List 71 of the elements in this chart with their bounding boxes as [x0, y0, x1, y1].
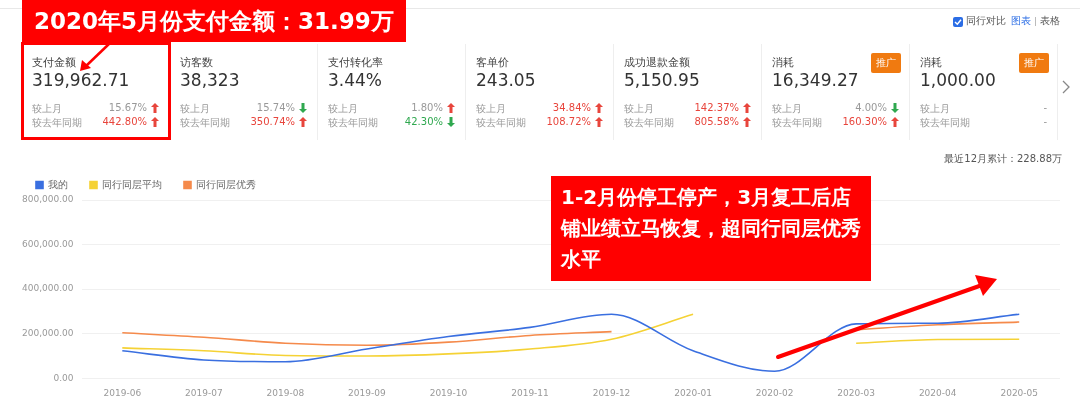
text: 较去年同期 — [32, 116, 82, 130]
text: 较去年同期 — [328, 116, 378, 130]
y-tick-label: 800,000.00 — [22, 194, 74, 205]
text: 较去年同期 — [624, 116, 674, 130]
text: 成功退款金额 — [624, 55, 690, 70]
x-tick-label: 2019-12 — [592, 387, 631, 398]
x-tick-label: 2020-01 — [674, 387, 712, 398]
text: 推广 — [1019, 53, 1049, 73]
text: 较去年同期 — [180, 116, 230, 130]
text: 108.72% — [546, 116, 592, 129]
x-tick-label: 2019-08 — [266, 387, 305, 398]
text: 较去年同期 — [920, 116, 970, 130]
text: 图表 — [1011, 15, 1031, 26]
text: 42.30% — [404, 116, 444, 129]
text: 5,150.95 — [624, 70, 700, 90]
y-tick-label: 600,000.00 — [22, 238, 74, 249]
legend-label: 我的 — [48, 178, 68, 190]
legend-label: 同行同层优秀 — [196, 178, 256, 190]
text: 支付金额 — [32, 55, 76, 70]
x-tick-label: 2019-06 — [103, 387, 142, 398]
text: 较去年同期 — [476, 116, 526, 130]
text: - — [1043, 116, 1047, 129]
line-series — [121, 313, 1021, 373]
text: 805.58% — [694, 116, 740, 129]
text: 34.84% — [552, 102, 592, 115]
x-tick-label: 2019-09 — [348, 387, 386, 398]
text: 243.05 — [476, 70, 536, 90]
text: 客单价 — [476, 55, 509, 70]
annotation: 1-2月份停工停产，3月复工后店铺业绩立马恢复，超同行同层优秀水平 — [551, 176, 871, 281]
text: - — [1043, 102, 1047, 115]
text: 350.74% — [250, 116, 296, 129]
text: 较上月 — [32, 102, 62, 116]
text: 4.00% — [855, 102, 888, 115]
text: 最近12月累计：228.88万 — [944, 152, 1062, 166]
text: 15.67% — [108, 102, 148, 115]
x-tick-label: 2020-05 — [1000, 387, 1039, 398]
text: 16,349.27 — [772, 70, 859, 90]
text: 142.37% — [694, 102, 740, 115]
text: 较上月 — [920, 102, 950, 116]
text: 1,000.00 — [920, 70, 996, 90]
text: 较上月 — [624, 102, 654, 116]
text: 较上月 — [180, 102, 210, 116]
text: 2020年5月份支付金额：31.99万 — [22, 0, 406, 42]
text: 38,323 — [180, 70, 240, 90]
x-tick-label: 2019-11 — [511, 387, 549, 398]
x-tick-label: 2020-03 — [837, 387, 875, 398]
text: 较上月 — [328, 102, 358, 116]
y-tick-label: 200,000.00 — [22, 327, 74, 338]
text: 442.80% — [102, 116, 148, 129]
text: 支付转化率 — [328, 55, 383, 70]
y-tick-label: 0.00 — [53, 372, 74, 383]
text: 访客数 — [180, 55, 213, 70]
text: 3.44% — [328, 70, 383, 90]
text: 160.30% — [842, 116, 888, 129]
text: 15.74% — [256, 102, 296, 115]
text: 同行对比 — [966, 15, 1006, 26]
text: 较上月 — [476, 102, 506, 116]
text: 表格 — [1040, 15, 1060, 26]
x-tick-label: 2020-04 — [918, 387, 957, 398]
x-tick-label: 2020-02 — [755, 387, 794, 398]
x-tick-label: 2019-07 — [185, 387, 223, 398]
text: 较上月 — [772, 102, 802, 116]
text: 较去年同期 — [772, 116, 822, 130]
text: 消耗 — [920, 55, 942, 70]
text: 1.80% — [411, 102, 444, 115]
text: 推广 — [871, 53, 901, 73]
x-tick-label: 2019-10 — [429, 387, 468, 398]
text: 319,962.71 — [32, 70, 130, 90]
text: 消耗 — [772, 55, 794, 70]
y-tick-label: 400,000.00 — [22, 283, 74, 294]
legend-label: 同行同层平均 — [102, 178, 162, 190]
